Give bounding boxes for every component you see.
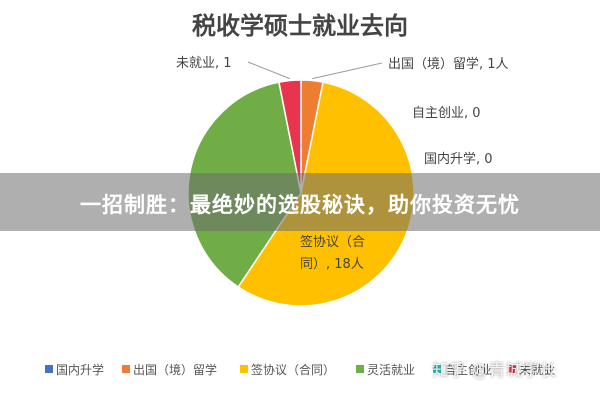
legend-item-0: 国内升学 (56, 362, 104, 377)
chart-title: 税收学硕士就业去向 (192, 11, 408, 40)
ad-banner-text[interactable]: 一招制胜：最绝妙的选股秘诀，助你投资无忧 (80, 193, 520, 217)
data-label-2-line1: 同）, 18人 (300, 257, 364, 272)
legend-item-3: 灵活就业 (367, 363, 415, 377)
ad-banner[interactable] (0, 173, 600, 231)
legend-swatch-5 (508, 365, 516, 373)
legend-item-4: 自主创业 (444, 363, 492, 377)
pie-slice-5[interactable] (278, 79, 302, 194)
legend-swatch-3 (356, 365, 364, 373)
legend-swatch-0 (45, 365, 53, 373)
legend-item-1: 出国（境）留学 (133, 362, 217, 377)
watermark: 知乎 @青城学长 (432, 361, 557, 381)
data-label-4: 自主创业, 0 (412, 106, 481, 121)
data-label-1: 出国（境）留学, 1人 (388, 56, 509, 72)
leader-line-5 (247, 61, 290, 80)
legend-item-5: 未就业 (519, 363, 555, 377)
legend-swatch-4 (433, 365, 441, 373)
data-label-0: 国内升学, 0 (424, 151, 493, 167)
data-label-5: 未就业, 1 (176, 56, 232, 71)
leader-line-1 (312, 62, 383, 80)
legend-swatch-2 (240, 365, 248, 373)
data-label-2-line0: 签协议（合 (300, 234, 365, 250)
legend-swatch-1 (122, 365, 130, 373)
legend-item-2: 签协议（合同） (251, 362, 335, 377)
